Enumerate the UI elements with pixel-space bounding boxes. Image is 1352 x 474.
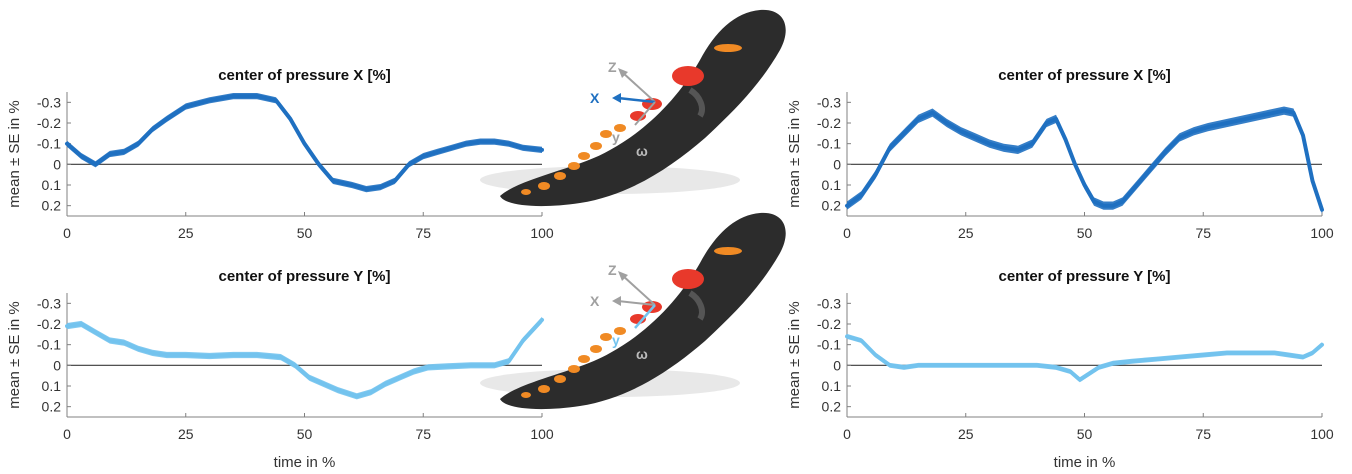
- x-tick-label: 100: [1310, 426, 1334, 442]
- insole-sole: [500, 9, 786, 207]
- y-tick-label: 0.2: [822, 399, 842, 415]
- x-axis-label: time in %: [1054, 454, 1116, 471]
- y-tick-label: 0.2: [42, 399, 62, 415]
- insole-axes: Z X y ω: [590, 59, 656, 159]
- x-tick-label: 50: [1077, 426, 1093, 442]
- y-axis-label: mean ± SE in %: [6, 100, 23, 207]
- chart-title: center of pressure Y [%]: [218, 268, 390, 285]
- axis-z-label: Z: [608, 59, 617, 75]
- x-tick-label: 25: [178, 225, 194, 241]
- series-line: [845, 334, 1324, 382]
- x-tick-label: 50: [297, 426, 313, 442]
- x-tick-label: 50: [297, 225, 313, 241]
- x-tick-label: 0: [63, 225, 71, 241]
- axis-omega-label: ω: [636, 143, 648, 159]
- x-tick-label: 0: [843, 225, 851, 241]
- series-line: [65, 94, 544, 192]
- x-axis-label: time in %: [274, 454, 336, 471]
- x-tick-label: 75: [1195, 426, 1211, 442]
- y-tick-label: 0: [833, 156, 841, 172]
- insole-illustration-bottom: Z X y ω: [480, 212, 786, 410]
- y-tick-label: 0.1: [822, 177, 842, 193]
- chart-title: center of pressure Y [%]: [998, 268, 1170, 285]
- axis-y-label: y: [612, 129, 620, 145]
- insole-axes: Z X y ω: [590, 262, 656, 362]
- insole-illustration-top: Z X y ω: [480, 9, 786, 207]
- x-tick-label: 100: [530, 426, 554, 442]
- y-tick-label: -0.2: [37, 115, 61, 131]
- x-tick-label: 50: [1077, 225, 1093, 241]
- y-tick-label: 0.1: [822, 378, 842, 394]
- axis-omega-label: ω: [636, 346, 648, 362]
- x-tick-label: 75: [415, 426, 431, 442]
- series-line: [65, 317, 544, 399]
- y-axis-label: mean ± SE in %: [786, 301, 803, 408]
- insole-heel-edge: [688, 290, 705, 321]
- y-tick-label: 0: [833, 357, 841, 373]
- y-tick-label: -0.3: [37, 295, 61, 311]
- axis-x-label: X: [590, 90, 600, 106]
- y-tick-label: -0.3: [37, 94, 61, 110]
- y-tick-label: -0.1: [37, 136, 61, 152]
- y-tick-label: 0: [53, 156, 61, 172]
- x-tick-label: 25: [958, 225, 974, 241]
- y-tick-label: 0.2: [822, 198, 842, 214]
- x-tick-label: 75: [415, 225, 431, 241]
- y-axis-label: mean ± SE in %: [786, 100, 803, 207]
- chart-title: center of pressure X [%]: [218, 67, 391, 84]
- axis-z-label: Z: [608, 262, 617, 278]
- se-band: [67, 316, 542, 400]
- x-tick-label: 75: [1195, 225, 1211, 241]
- y-tick-label: -0.1: [817, 337, 841, 353]
- x-tick-label: 0: [843, 426, 851, 442]
- axis-x-label: X: [590, 293, 600, 309]
- x-tick-label: 0: [63, 426, 71, 442]
- se-band: [847, 106, 1322, 214]
- y-tick-label: 0.1: [42, 177, 62, 193]
- x-tick-label: 25: [958, 426, 974, 442]
- insole-heel-edge: [688, 87, 705, 118]
- y-tick-label: -0.2: [817, 316, 841, 332]
- y-tick-label: 0: [53, 357, 61, 373]
- y-tick-label: 0.2: [42, 198, 62, 214]
- y-tick-label: 0.1: [42, 378, 62, 394]
- y-tick-label: -0.1: [817, 136, 841, 152]
- x-tick-label: 100: [1310, 225, 1334, 241]
- axis-y-label: y: [612, 332, 620, 348]
- y-tick-label: -0.2: [817, 115, 841, 131]
- insole-sensors: [521, 247, 742, 398]
- insole-sole: [500, 212, 786, 410]
- y-tick-label: -0.3: [817, 295, 841, 311]
- chart-title: center of pressure X [%]: [998, 67, 1171, 84]
- y-tick-label: -0.1: [37, 337, 61, 353]
- series-line: [845, 108, 1324, 212]
- y-axis-label: mean ± SE in %: [6, 301, 23, 408]
- y-tick-label: -0.3: [817, 94, 841, 110]
- y-tick-label: -0.2: [37, 316, 61, 332]
- x-tick-label: 100: [530, 225, 554, 241]
- x-tick-label: 25: [178, 426, 194, 442]
